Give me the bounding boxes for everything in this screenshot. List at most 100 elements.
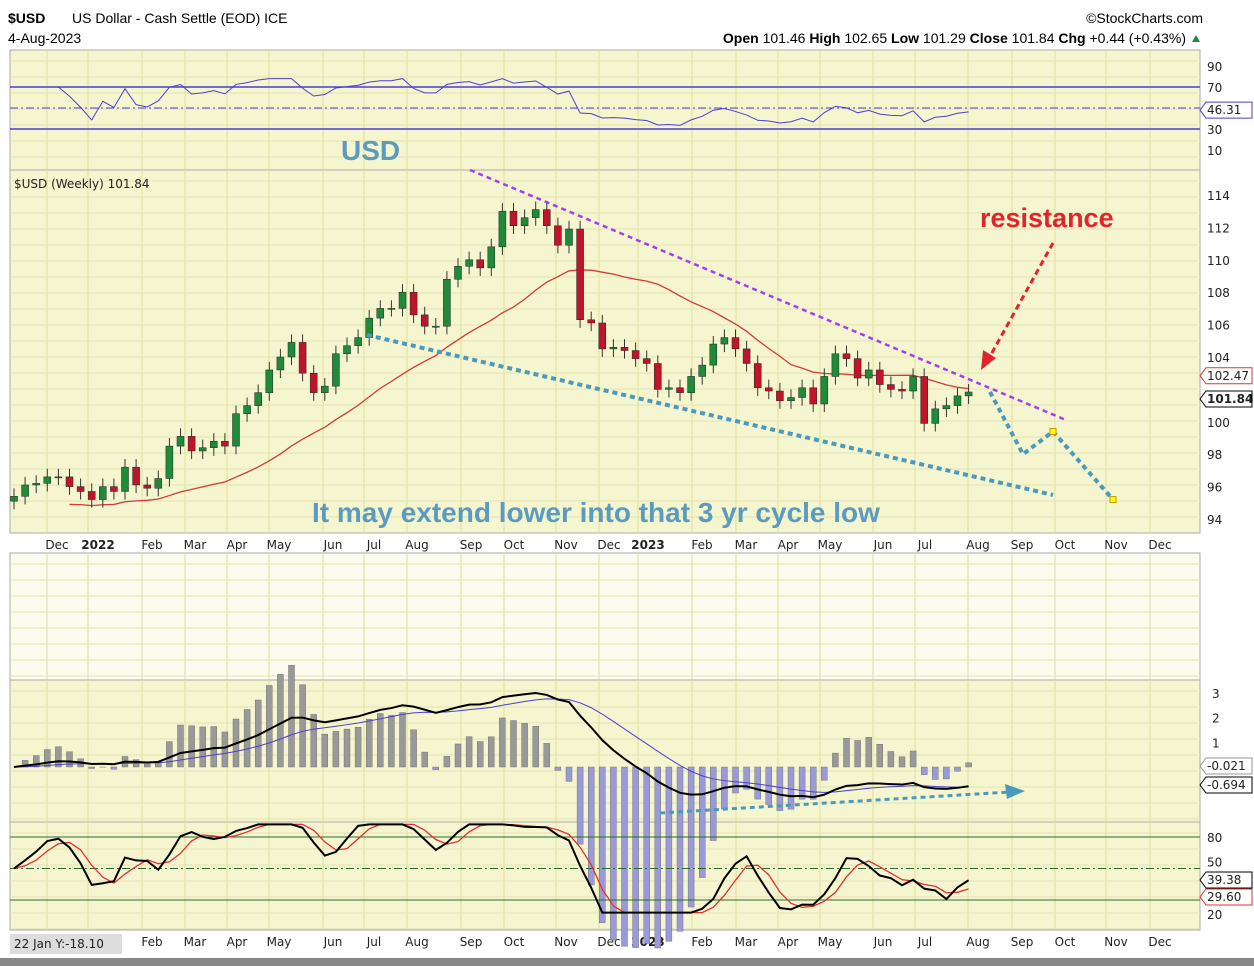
x-tick-label-bottom: May [267, 935, 292, 949]
candle [698, 364, 706, 377]
macd-tag-box [1199, 757, 1253, 775]
candle [509, 210, 518, 227]
candle [276, 356, 285, 371]
ohlc-readout: Open 101.46 High 102.65 Low 101.29 Close… [723, 30, 1186, 46]
x-tick-label: Oct [504, 538, 525, 552]
macd-histogram-bar [332, 731, 340, 768]
candle [154, 478, 163, 489]
symbol: $USD [8, 10, 45, 26]
macd-histogram-bar [510, 720, 517, 768]
macd-histogram-bar [499, 717, 506, 768]
candle [65, 476, 74, 487]
candle [620, 347, 629, 351]
candle [853, 358, 862, 379]
moving-average-line [69, 269, 969, 507]
x-tick-label-bottom: Dec [1148, 935, 1171, 949]
macd-histogram-bar [166, 741, 173, 768]
candle [942, 405, 951, 410]
candle [487, 246, 496, 269]
candle [54, 476, 63, 479]
stoch-tick: 50 [1207, 856, 1222, 870]
x-tick-label-bottom: Jun [873, 935, 893, 949]
candle [343, 345, 351, 355]
macd-histogram-bar [954, 766, 961, 772]
ma-tag: 102.47 [1207, 369, 1249, 383]
candle [210, 440, 218, 448]
candle [132, 466, 140, 486]
candle [498, 210, 507, 248]
price-tick: 110 [1207, 254, 1230, 268]
projection-path [988, 391, 1115, 501]
x-tick-label-bottom: Dec [597, 935, 620, 949]
macd-histogram-bar [266, 685, 273, 768]
candle [742, 348, 751, 364]
macd-histogram-bar [576, 766, 584, 845]
stoch-d-tag: 29.60 [1207, 890, 1241, 904]
x-tick-label: Sep [1011, 538, 1034, 552]
macd-histogram-bar [399, 712, 406, 768]
x-tick-label: Apr [227, 538, 248, 552]
price-tick: 114 [1207, 189, 1230, 203]
macd-histogram-bar [643, 766, 650, 944]
resistance-arrow [986, 242, 1055, 361]
stoch-tick: 80 [1207, 831, 1222, 845]
low-label: Low [891, 30, 919, 46]
projection-point [1049, 428, 1057, 436]
candle [321, 385, 329, 393]
candle [376, 308, 385, 319]
macd-signal-line [13, 698, 969, 793]
macd-histogram-bar [288, 665, 295, 768]
macd-histogram-bar [532, 726, 539, 768]
candle [520, 217, 529, 227]
last-price-tag: 101.84 [1207, 392, 1253, 406]
macd-histogram-bar [887, 751, 895, 768]
x-tick-label-bottom: Mar [184, 935, 207, 949]
macd-histogram-bar [55, 746, 62, 768]
macd-histogram-bar [909, 750, 917, 768]
candle [920, 376, 928, 424]
price-tick: 106 [1207, 319, 1230, 333]
candle [809, 387, 817, 405]
close-value: 101.84 [1012, 30, 1055, 46]
candle [964, 391, 973, 397]
macd-histogram-bar [776, 766, 784, 811]
macd-histogram-bar [410, 729, 417, 768]
macd-signal-tag: -0.694 [1207, 778, 1246, 792]
macd-histogram-bar [488, 736, 495, 768]
macd-histogram-bar [932, 766, 939, 780]
macd-histogram-bar [110, 766, 118, 770]
macd-histogram-bar [465, 736, 473, 768]
x-tick-label: Nov [1104, 538, 1127, 552]
macd-histogram-bar [588, 766, 595, 886]
macd-tick: 3 [1212, 687, 1220, 701]
rsi-tick: 30 [1207, 123, 1222, 137]
candle [576, 228, 584, 320]
candle [43, 476, 52, 484]
macd-histogram-bar [143, 763, 151, 768]
price-tick: 108 [1207, 286, 1230, 300]
high-value: 102.65 [844, 30, 887, 46]
candle [565, 228, 573, 246]
macd-histogram-bar [199, 726, 206, 768]
x-tick-label-bottom: Aug [966, 935, 989, 949]
x-tick-label: 2023 [631, 538, 664, 552]
macd-histogram-bar [832, 752, 839, 768]
candle [87, 491, 96, 500]
x-tick-label-bottom: Feb [141, 935, 162, 949]
macd-histogram-bar [66, 751, 73, 768]
candle [187, 436, 196, 452]
macd-histogram-bar [898, 756, 906, 768]
candle [665, 387, 673, 390]
candle [454, 266, 462, 280]
x-tick-label: Aug [405, 538, 428, 552]
stoch-k-line [13, 823, 970, 914]
macd-histogram-bar [88, 766, 95, 769]
x-tick-label: Mar [184, 538, 207, 552]
macd-histogram-bar [732, 766, 739, 794]
open-label: Open [723, 30, 759, 46]
stoch-d-tag-box [1199, 888, 1253, 906]
candle [176, 436, 185, 447]
price-legend: $USD (Weekly) 101.84 [14, 177, 150, 191]
candle [21, 484, 29, 497]
